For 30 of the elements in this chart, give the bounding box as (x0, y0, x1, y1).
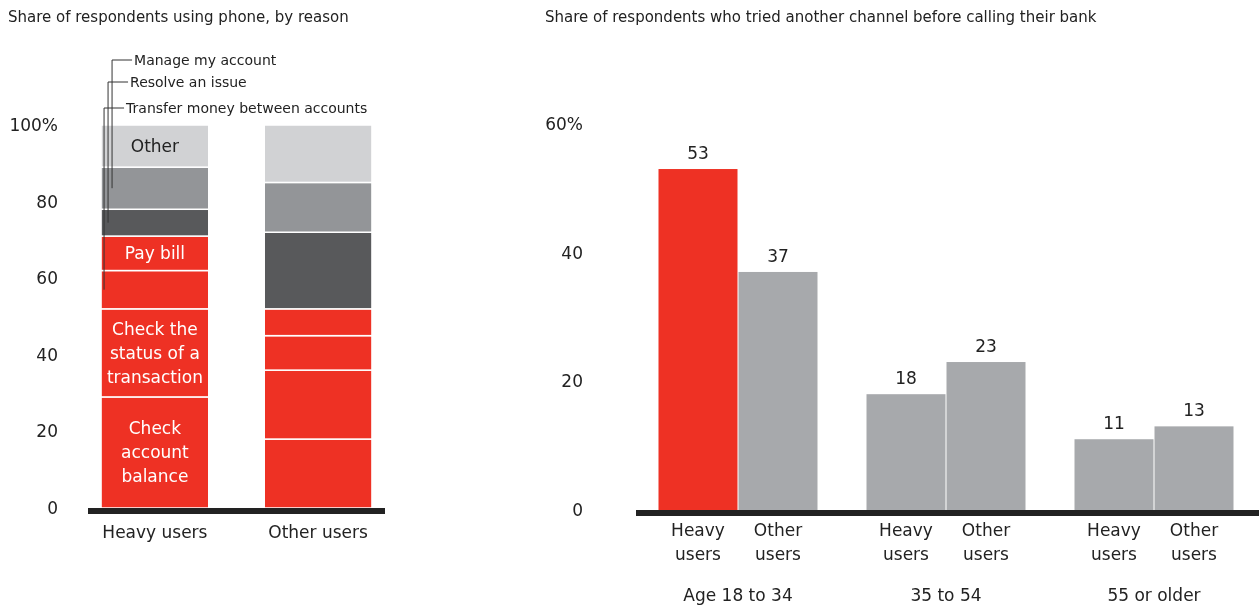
series-label: Check the status of a transaction (106, 318, 203, 387)
data-label: 11 (1103, 413, 1125, 434)
series-label: Check account balance (121, 418, 190, 487)
data-label: 53 (687, 143, 709, 164)
y-tick-label: 60 (36, 268, 58, 289)
data-label: 13 (1183, 400, 1205, 421)
y-tick-label: 20 (561, 371, 583, 392)
y-tick-label: 60% (545, 113, 583, 134)
x-tick-label: 35 to 54 (910, 585, 982, 605)
x-tick-label: Age 18 to 34 (683, 585, 793, 605)
chart-title: Share of respondents who tried another channel before calling their bank (545, 8, 1097, 26)
y-tick-label: 0 (572, 499, 583, 520)
y-tick-label: 40 (36, 344, 58, 365)
y-tick-label: 40 (561, 242, 583, 263)
series-label: Pay bill (124, 243, 186, 264)
x-tick-label: 55 or older (1107, 585, 1201, 605)
data-label: 18 (895, 368, 917, 389)
series-label: Other (130, 136, 180, 157)
bar (738, 271, 818, 510)
text: Resolve an issue (130, 74, 247, 90)
y-tick-label: 80 (36, 191, 58, 212)
data-label: 23 (975, 336, 997, 357)
chart-title: Share of respondents using phone, by reason (8, 8, 349, 26)
text: Transfer money between accounts (125, 100, 368, 116)
y-tick-label: 0 (47, 497, 58, 518)
data-label: 37 (767, 245, 789, 266)
text: Manage my account (134, 52, 277, 68)
y-tick-label: 20 (36, 421, 58, 442)
y-tick-label: 100% (9, 114, 58, 135)
bar (658, 169, 738, 510)
